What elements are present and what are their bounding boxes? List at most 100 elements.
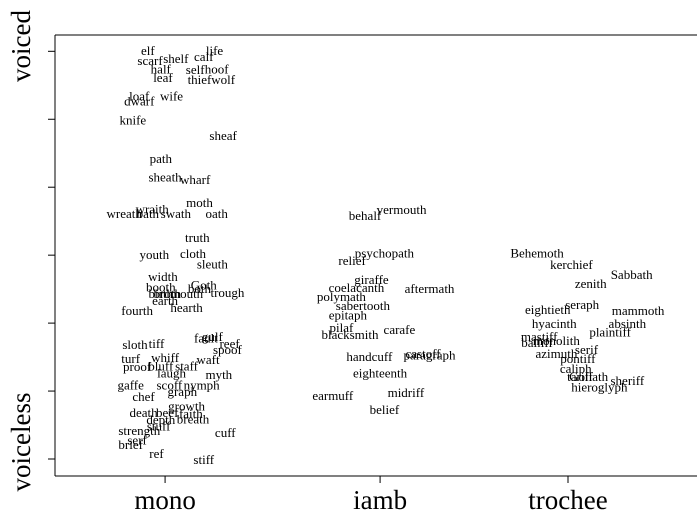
- word-point: eighteenth: [353, 366, 408, 381]
- word-point: fourth: [121, 303, 153, 318]
- word-point: birth: [149, 286, 174, 301]
- word-point: coelacanth: [329, 280, 385, 295]
- word-point: eightieth: [525, 302, 571, 317]
- word-point: gulf: [202, 329, 224, 344]
- word-point: vermouth: [377, 202, 427, 217]
- word-point: pontiff: [560, 351, 596, 366]
- word-point: absinth: [609, 316, 647, 331]
- word-point: wreath: [107, 206, 143, 221]
- word-point: belief: [370, 402, 400, 417]
- word-point: relief: [338, 253, 366, 268]
- word-point: stiff: [193, 452, 214, 467]
- word-point: booth: [146, 279, 176, 294]
- word-point: sabertooth: [336, 298, 391, 313]
- word-point: width: [148, 269, 178, 284]
- word-point: laugh: [157, 366, 186, 381]
- word-point: carafe: [384, 322, 416, 337]
- word-point: sheriff: [610, 373, 644, 388]
- word-point: plaintiff: [589, 324, 631, 339]
- word-point: epitaph: [329, 307, 368, 322]
- word-point: azimuth: [535, 346, 577, 361]
- word-point: earth: [152, 293, 178, 308]
- word-point: leaf: [153, 70, 173, 85]
- word-point: turf: [121, 351, 140, 366]
- word-point: Behemoth: [510, 245, 564, 260]
- word-point: depth: [146, 412, 175, 427]
- word-point: seraph: [565, 297, 599, 312]
- word-point: trough: [210, 285, 244, 300]
- word-point: faith: [179, 406, 203, 421]
- word-point: spoof: [213, 342, 243, 357]
- word-point: calf: [194, 49, 214, 64]
- word-point: mammoth: [612, 303, 665, 318]
- word-point: caliph: [560, 361, 592, 376]
- word-point: beef: [156, 405, 179, 420]
- word-point: behalf: [349, 208, 382, 223]
- word-point: chef: [132, 389, 155, 404]
- word-point: elf: [141, 43, 155, 58]
- word-point: bailiff: [521, 335, 553, 350]
- word-point: fault: [194, 330, 218, 345]
- word-point: tiff: [149, 336, 165, 351]
- word-point: midriff: [388, 385, 425, 400]
- word-point: stuff: [147, 419, 171, 434]
- word-point: psychopath: [355, 245, 415, 260]
- word-point: tariff: [567, 369, 593, 384]
- word-point: sleuth: [197, 256, 229, 271]
- word-point: Sabbath: [611, 267, 653, 282]
- word-point: swath: [161, 206, 192, 221]
- word-point: hearth: [170, 300, 203, 315]
- x-tick-label: iamb: [353, 485, 407, 515]
- word-point: wolf: [211, 72, 236, 87]
- word-point: serif: [575, 342, 599, 357]
- word-point: hieroglyph: [571, 379, 628, 394]
- word-point: scarf: [137, 53, 163, 68]
- word-point: aftermath: [405, 281, 455, 296]
- word-point: scoff: [156, 377, 182, 392]
- word-point: breath: [177, 411, 210, 426]
- word-point: growth: [168, 398, 205, 413]
- word-point: loaf: [129, 88, 150, 103]
- word-point: paragraph: [404, 347, 456, 362]
- word-point: life: [206, 43, 224, 58]
- word-point: nymph: [184, 377, 221, 392]
- word-point: sheath: [148, 169, 182, 184]
- word-point: Goth: [191, 277, 218, 292]
- word-point: brief: [118, 437, 143, 452]
- word-point: blacksmith: [321, 327, 379, 342]
- word-point: serf: [127, 432, 147, 447]
- word-point: polymath: [317, 289, 367, 304]
- word-point: mouth: [170, 286, 204, 301]
- word-point: ref: [149, 446, 164, 461]
- word-point: sloth: [122, 337, 148, 352]
- word-point: myth: [205, 367, 232, 382]
- word-point: broth: [154, 286, 182, 301]
- word-point: moth: [186, 195, 213, 210]
- word-point: wharf: [180, 172, 211, 187]
- x-tick-label: trochee: [528, 485, 607, 515]
- word-point: zenith: [575, 276, 607, 291]
- word-point: bath: [137, 206, 160, 221]
- word-point: monolith: [533, 333, 580, 348]
- word-point: wife: [160, 88, 183, 103]
- y-bottom-label: voiceless: [6, 393, 36, 492]
- word-point: hoof: [205, 61, 230, 76]
- word-point: earmuff: [312, 388, 354, 403]
- word-point: shelf: [163, 51, 189, 66]
- word-point: knife: [119, 112, 146, 127]
- word-point: death: [130, 405, 159, 420]
- word-point: Goliath: [569, 369, 608, 384]
- word-point: hyacinth: [532, 316, 577, 331]
- word-point: sheaf: [209, 128, 237, 143]
- word-point: truth: [185, 230, 210, 245]
- word-point: oath: [205, 206, 228, 221]
- word-point: giraffe: [354, 272, 389, 287]
- word-point: kerchief: [550, 257, 593, 272]
- word-point: bluff: [148, 358, 174, 373]
- word-point: proof: [123, 359, 152, 374]
- word-point: mastiff: [521, 329, 558, 344]
- word-point: waft: [197, 352, 220, 367]
- word-point: wraith: [136, 201, 170, 216]
- word-point: cuff: [215, 425, 236, 440]
